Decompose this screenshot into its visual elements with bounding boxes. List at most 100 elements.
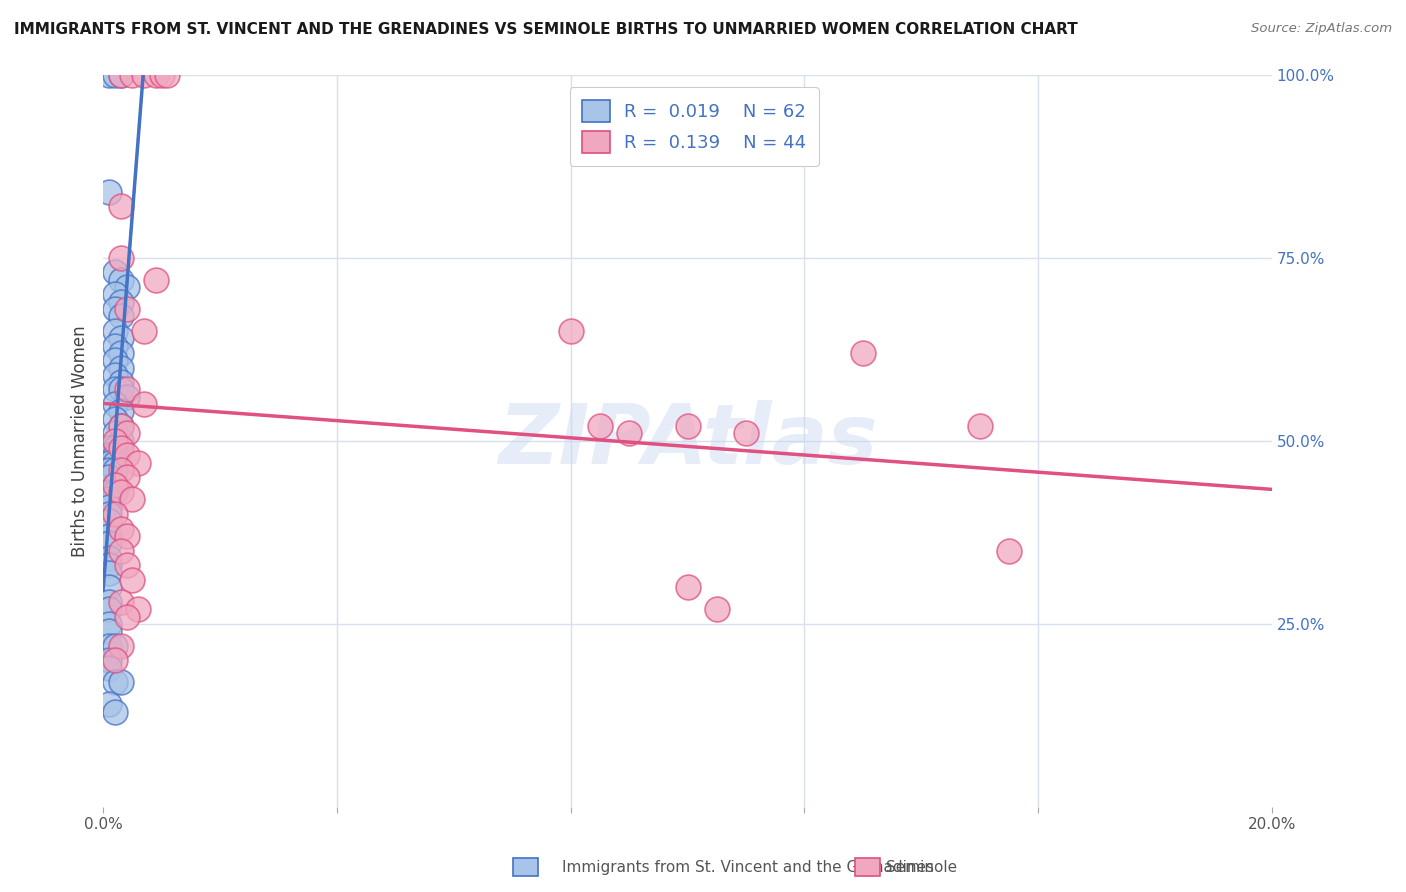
Point xyxy=(98,639,121,653)
Point xyxy=(104,705,127,719)
Point xyxy=(110,272,132,286)
Point xyxy=(104,449,127,463)
Point xyxy=(110,463,132,477)
Point xyxy=(98,185,121,199)
Point xyxy=(98,661,121,675)
Point xyxy=(104,507,127,521)
Point xyxy=(104,353,127,368)
Point xyxy=(104,265,127,279)
Point xyxy=(104,324,127,338)
Point xyxy=(98,698,121,712)
Point xyxy=(150,68,173,82)
Point xyxy=(98,514,121,528)
Point xyxy=(98,507,121,521)
Point xyxy=(104,434,127,448)
Point xyxy=(110,639,132,653)
Y-axis label: Births to Unmarried Women: Births to Unmarried Women xyxy=(72,325,89,557)
Point xyxy=(589,419,612,434)
Point xyxy=(98,492,121,507)
Point xyxy=(110,331,132,345)
Point xyxy=(145,68,167,82)
Point xyxy=(104,411,127,425)
Point xyxy=(98,441,121,455)
Point xyxy=(98,602,121,616)
Point xyxy=(115,558,138,573)
Point xyxy=(998,543,1021,558)
Point xyxy=(110,419,132,434)
Point xyxy=(98,449,121,463)
Point xyxy=(735,426,758,441)
Point xyxy=(98,653,121,667)
Point xyxy=(115,426,138,441)
Point xyxy=(115,529,138,543)
Point xyxy=(852,346,875,360)
Point xyxy=(617,426,640,441)
Point xyxy=(110,346,132,360)
Point xyxy=(104,456,127,470)
Point xyxy=(110,68,132,82)
Point xyxy=(98,536,121,550)
Point xyxy=(156,68,179,82)
Point xyxy=(104,426,127,441)
Point xyxy=(98,566,121,580)
Point xyxy=(104,477,127,491)
Point xyxy=(104,383,127,397)
Point xyxy=(104,675,127,690)
Point xyxy=(110,441,132,455)
Point xyxy=(110,404,132,418)
Point xyxy=(110,595,132,609)
Text: Source: ZipAtlas.com: Source: ZipAtlas.com xyxy=(1251,22,1392,36)
Point xyxy=(110,543,132,558)
Text: IMMIGRANTS FROM ST. VINCENT AND THE GRENADINES VS SEMINOLE BIRTHS TO UNMARRIED W: IMMIGRANTS FROM ST. VINCENT AND THE GREN… xyxy=(14,22,1078,37)
Point xyxy=(104,68,127,82)
Point xyxy=(104,441,127,455)
Point xyxy=(104,463,127,477)
Point xyxy=(110,68,132,82)
Text: Seminole: Seminole xyxy=(886,860,957,874)
Point xyxy=(110,199,132,213)
Point xyxy=(706,602,728,616)
Point xyxy=(110,419,132,434)
Point xyxy=(104,368,127,382)
Point xyxy=(110,675,132,690)
Point xyxy=(127,456,149,470)
Point xyxy=(98,485,121,500)
Point xyxy=(110,360,132,375)
Point xyxy=(104,653,127,667)
Point xyxy=(115,470,138,484)
Point xyxy=(115,390,138,404)
Point xyxy=(121,573,143,587)
Point xyxy=(98,580,121,594)
Point xyxy=(110,434,132,448)
Point xyxy=(110,310,132,324)
Text: ZIPAtlas: ZIPAtlas xyxy=(498,401,877,482)
Point xyxy=(115,280,138,294)
Point xyxy=(104,397,127,411)
Point xyxy=(132,324,155,338)
Point xyxy=(132,68,155,82)
Point xyxy=(104,338,127,352)
Point xyxy=(98,463,121,477)
Point xyxy=(110,375,132,389)
Point xyxy=(115,609,138,624)
Point xyxy=(98,595,121,609)
Point xyxy=(110,522,132,536)
Point xyxy=(98,470,121,484)
Point xyxy=(115,383,138,397)
Text: Immigrants from St. Vincent and the Grenadines: Immigrants from St. Vincent and the Gren… xyxy=(562,860,935,874)
Point xyxy=(145,272,167,286)
Point xyxy=(104,485,127,500)
Point xyxy=(132,397,155,411)
Point xyxy=(98,550,121,565)
Point xyxy=(98,500,121,514)
Point xyxy=(127,602,149,616)
Point xyxy=(104,287,127,301)
Point xyxy=(121,68,143,82)
Point xyxy=(98,624,121,639)
Point xyxy=(104,477,127,491)
Point xyxy=(121,492,143,507)
Point xyxy=(110,485,132,500)
Point xyxy=(115,301,138,316)
Point xyxy=(560,324,582,338)
Point xyxy=(98,529,121,543)
